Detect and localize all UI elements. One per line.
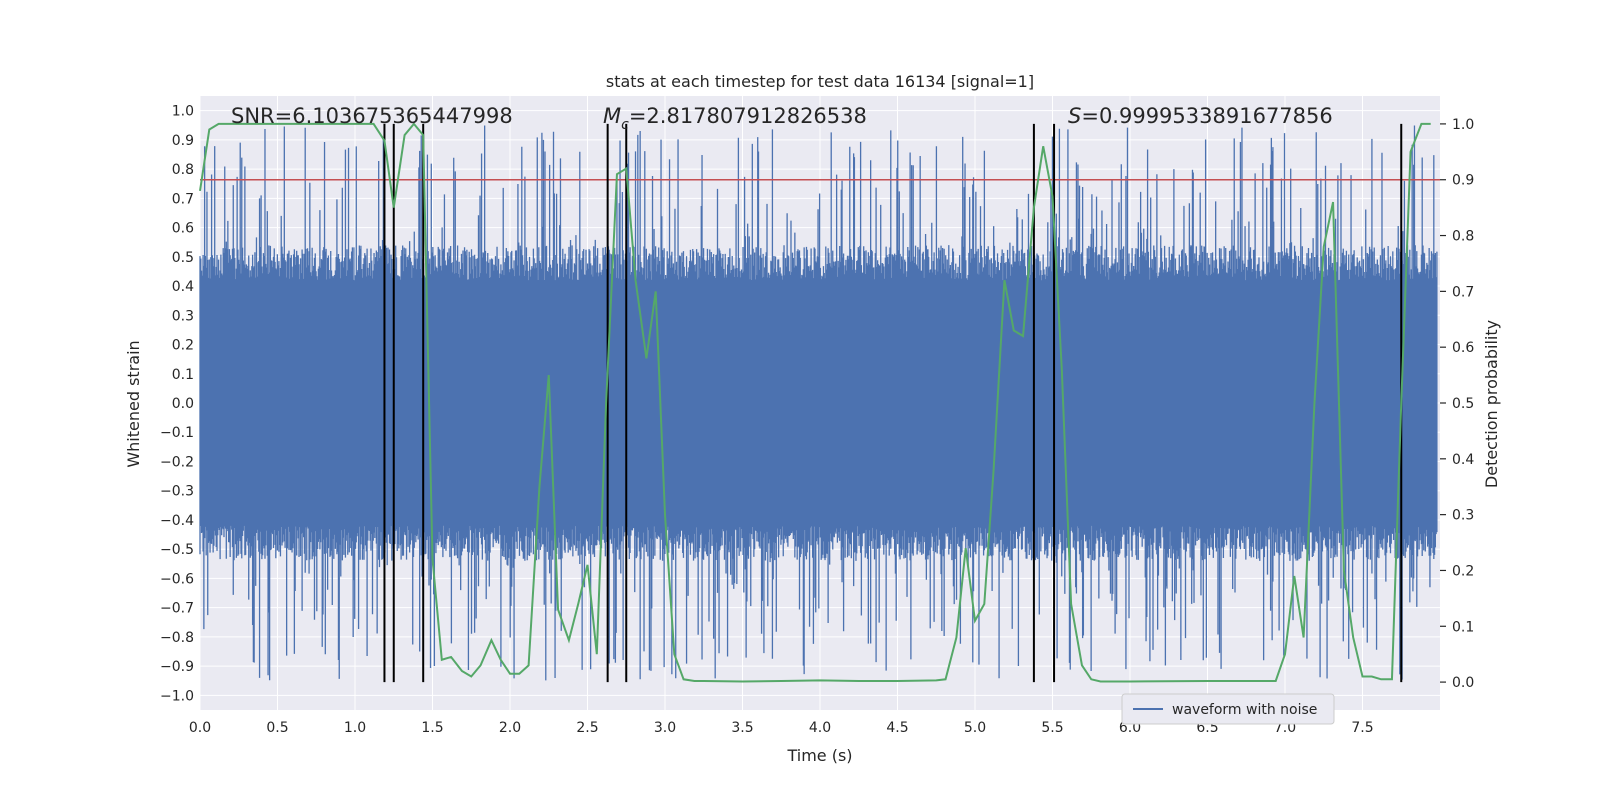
legend: waveform with noise xyxy=(1121,693,1335,725)
y-left-tick-label: −0.4 xyxy=(160,513,194,529)
y-right-tick-label: 0.2 xyxy=(1452,563,1474,579)
mc-annotation: Mc=2.817807912826538 xyxy=(603,104,867,133)
snr-annotation: SNR=6.103675365447998 xyxy=(231,104,513,128)
x-tick-label: 5.0 xyxy=(964,720,986,736)
y-left-tick-label: 0.5 xyxy=(172,250,194,266)
y-left-tick-label: 0.4 xyxy=(172,279,194,295)
x-tick-label: 3.0 xyxy=(654,720,676,736)
y-left-tick-label: −0.9 xyxy=(160,659,194,675)
y-left-tick-label: −0.3 xyxy=(160,484,194,500)
y-left-tick-label: 0.7 xyxy=(172,191,194,207)
x-tick-label: 0.5 xyxy=(266,720,288,736)
waveform-series xyxy=(199,125,1438,681)
event-lines xyxy=(383,123,1403,683)
y-left-tick-label: −0.2 xyxy=(160,454,194,470)
y-right-tick-label: 0.6 xyxy=(1452,340,1474,356)
y-right-tick-label: 0.7 xyxy=(1452,284,1474,300)
y-left-tick-label: 0.0 xyxy=(172,396,194,412)
x-tick-label: 2.5 xyxy=(576,720,598,736)
y-right-tick-label: 0.0 xyxy=(1452,675,1474,691)
x-tick-label: 1.0 xyxy=(344,720,366,736)
s-value: =0.9999533891677856 xyxy=(1081,104,1332,128)
x-axis-label: Time (s) xyxy=(786,746,852,765)
y-left-tick-label: 0.2 xyxy=(172,338,194,354)
mc-value: =2.817807912826538 xyxy=(629,104,867,128)
ticks: 0.0 0.5 1.0 1.5 2.0 2.5 3.0 3.5 4.0 4.5 5.0 5.5 6.0 6… xyxy=(160,104,1474,736)
y-right-tick-label: 0.1 xyxy=(1452,619,1474,635)
y-left-tick-label: 1.0 xyxy=(172,104,194,120)
y-right-tick-label: 1.0 xyxy=(1452,117,1474,133)
waveform-trace xyxy=(199,125,1438,681)
y-left-tick-label: −0.6 xyxy=(160,571,194,587)
x-tick-label: 5.5 xyxy=(1041,720,1063,736)
y-left-tick-label: 0.9 xyxy=(172,133,194,149)
y-left-tick-label: −1.0 xyxy=(160,688,194,704)
y-right-tick-label: 0.5 xyxy=(1452,396,1474,412)
y-left-tick-label: −0.8 xyxy=(160,630,194,646)
x-tick-label: 7.5 xyxy=(1351,720,1373,736)
s-annotation: S=0.9999533891677856 xyxy=(1068,104,1333,128)
x-tick-label: 4.5 xyxy=(886,720,908,736)
y-right-tick-label: 0.3 xyxy=(1452,508,1474,524)
y-right-tick-label: 0.4 xyxy=(1452,452,1474,468)
probability-series xyxy=(199,122,1431,683)
y-left-axis-label: Whitened strain xyxy=(124,340,143,467)
y-left-tick-label: 0.3 xyxy=(172,308,194,324)
x-tick-label: 0.0 xyxy=(189,720,211,736)
x-tick-label: 4.0 xyxy=(809,720,831,736)
mc-symbol: M xyxy=(603,104,621,128)
y-left-tick-label: −0.1 xyxy=(160,425,194,441)
y-right-tick-label: 0.9 xyxy=(1452,173,1474,189)
y-right-tick-label: 0.8 xyxy=(1452,229,1474,245)
y-left-tick-label: −0.7 xyxy=(160,601,194,617)
mc-subscript: c xyxy=(621,117,629,133)
legend-label: waveform with noise xyxy=(1172,702,1317,718)
x-tick-label: 3.5 xyxy=(731,720,753,736)
x-tick-label: 2.0 xyxy=(499,720,521,736)
x-tick-label: 1.5 xyxy=(421,720,443,736)
y-right-axis-label: Detection probability xyxy=(1482,320,1501,488)
probability-line xyxy=(199,122,1431,683)
s-symbol: S xyxy=(1068,104,1081,128)
chart-title: stats at each timestep for test data 161… xyxy=(606,72,1034,91)
y-left-tick-label: 0.1 xyxy=(172,367,194,383)
legend-box xyxy=(1121,693,1335,725)
y-left-tick-label: 0.6 xyxy=(172,221,194,237)
y-left-tick-label: 0.8 xyxy=(172,162,194,178)
y-left-tick-label: −0.5 xyxy=(160,542,194,558)
